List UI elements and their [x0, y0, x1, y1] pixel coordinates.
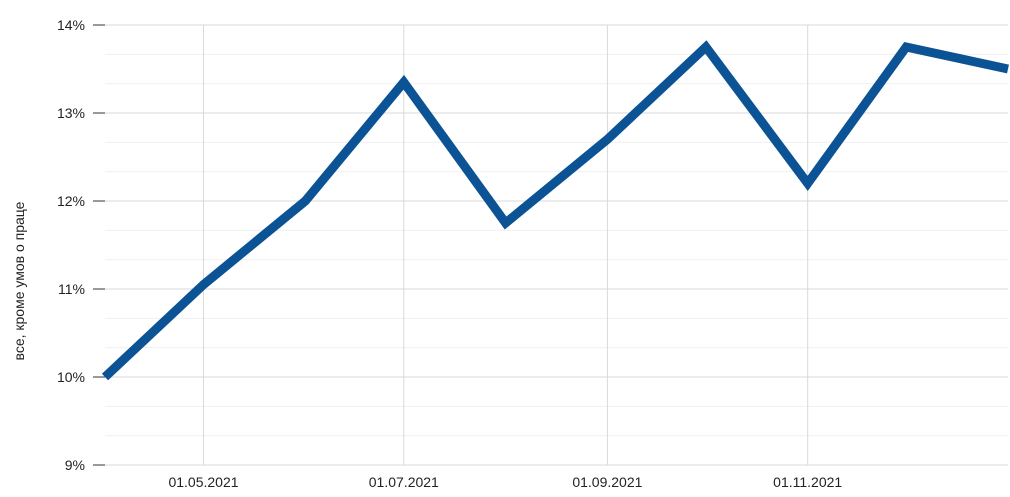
- minor-gridlines: [105, 54, 1008, 435]
- y-tick-label: 14%: [57, 17, 85, 33]
- y-axis: 9% 10% 11% 12% 13% 14%: [57, 17, 105, 473]
- x-tick-label: 01.05.2021: [168, 474, 238, 490]
- y-tick-label: 13%: [57, 105, 85, 121]
- y-axis-title: все, кроме умов о праце: [11, 201, 27, 360]
- x-tick-label: 01.09.2021: [572, 474, 642, 490]
- y-tick-label: 12%: [57, 193, 85, 209]
- y-tick-label: 11%: [58, 281, 85, 297]
- y-tick-label: 9%: [65, 457, 85, 473]
- x-axis: 01.05.2021 01.07.2021 01.09.2021 01.11.2021: [168, 474, 842, 490]
- series-line: [105, 47, 1008, 377]
- x-tick-label: 01.11.2021: [773, 474, 842, 490]
- x-tick-label: 01.07.2021: [369, 474, 439, 490]
- y-tick-label: 10%: [57, 369, 85, 385]
- series-layer: [105, 47, 1008, 377]
